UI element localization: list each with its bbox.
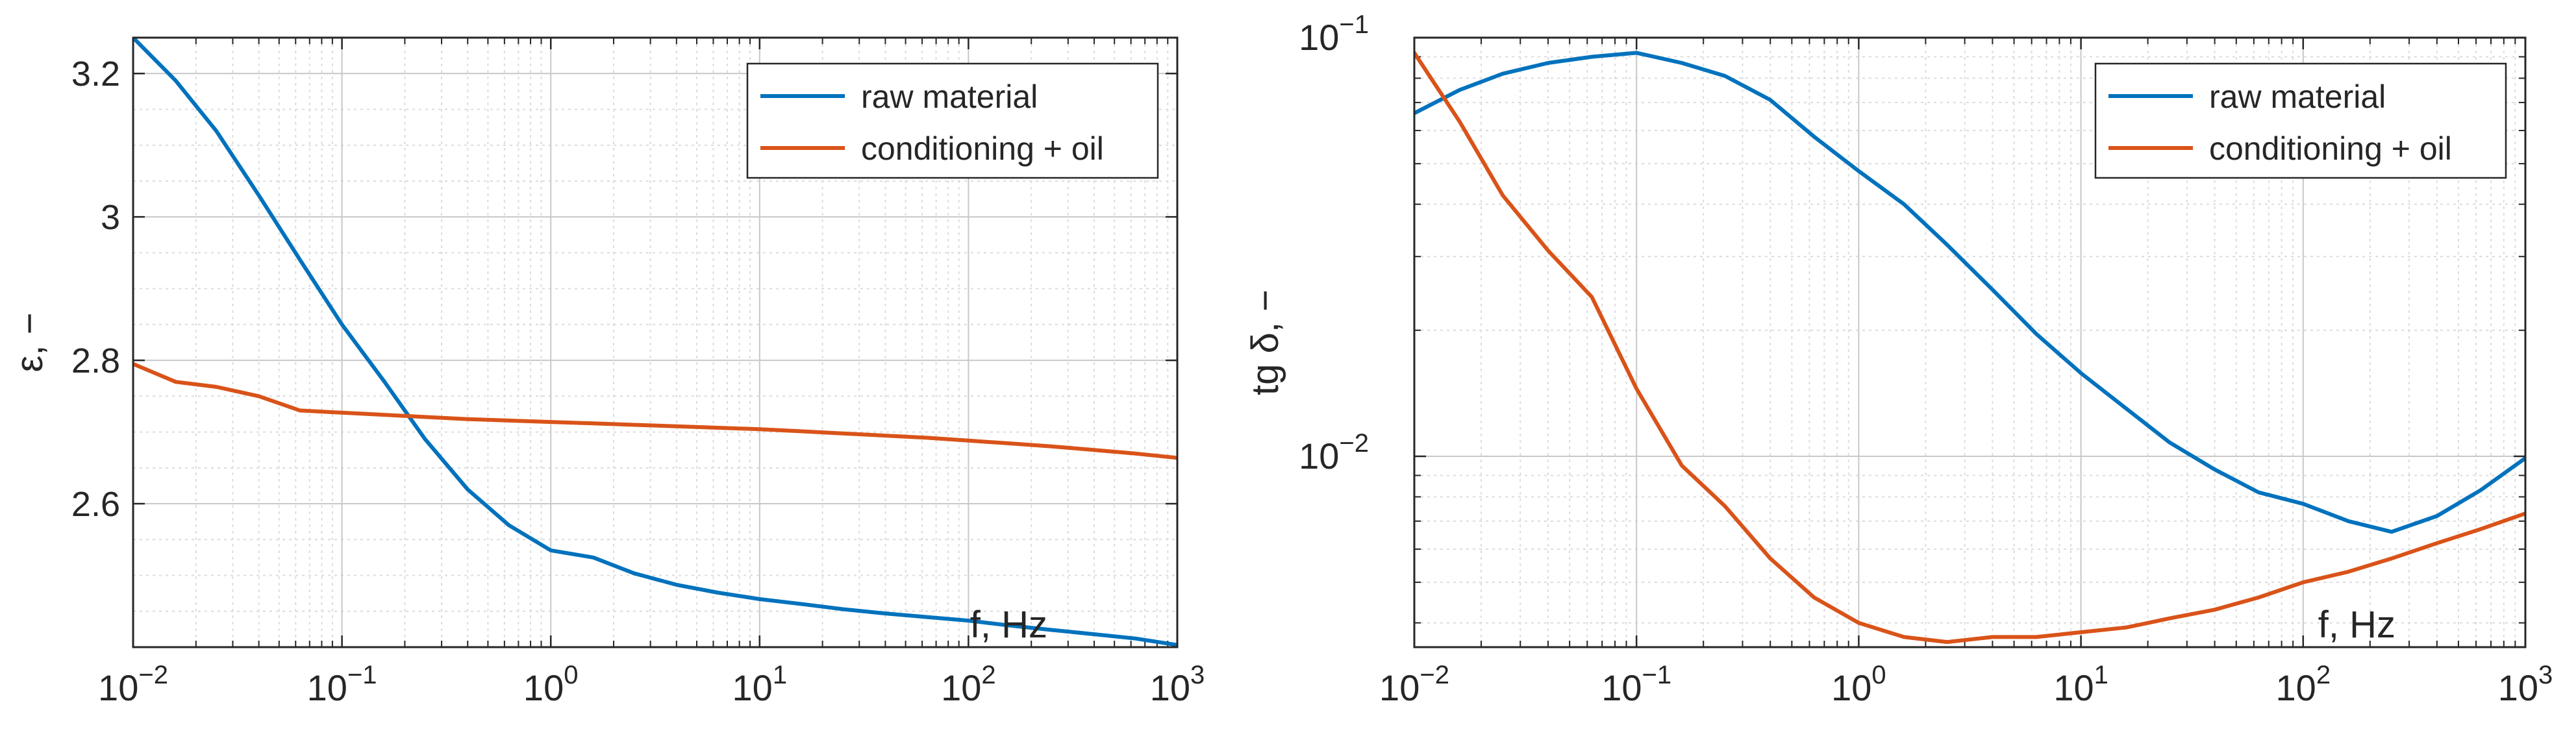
y-tick-label: 2.8 (71, 341, 120, 380)
x-tick-label: 10−1 (307, 661, 377, 708)
legend-label: raw material (2209, 79, 2386, 115)
x-tick-label: 101 (732, 661, 788, 708)
x-tick-label: 102 (2276, 661, 2331, 708)
chart-2: 10−2 10−1 100 101 102 103 10−2 10−1 f, Hz tg δ, −… (1244, 10, 2553, 708)
y-tick-label: 10−1 (1299, 10, 1369, 58)
legend-label: conditioning + oil (861, 130, 1104, 167)
axes-box (1413, 36, 2527, 648)
chart-1: 10−2 10−1 100 101 102 103 2.6 2.8 3 3.2 f, Hz ε, − r… (8, 36, 1205, 708)
series-line-2 (1414, 51, 2525, 645)
series-line-1 (1414, 51, 2525, 534)
y-tick-label: 3 (101, 198, 120, 237)
x-axis-label: f, Hz (970, 604, 1047, 646)
series-line-2 (133, 362, 1177, 460)
y-tick-label: 2.6 (71, 485, 120, 524)
series-line-1 (133, 38, 1177, 647)
y-axis-label: ε, − (8, 313, 51, 373)
x-tick-label: 103 (1150, 661, 1205, 708)
x-tick-label: 10−2 (1379, 661, 1449, 708)
x-axis-label: f, Hz (2318, 604, 2395, 646)
legend-box (2094, 62, 2507, 179)
x-tick-label: 103 (2498, 661, 2553, 708)
x-tick-label: 10−1 (1601, 661, 1671, 708)
x-tick-label: 100 (523, 661, 579, 708)
x-tick-label: 10−2 (98, 661, 168, 708)
y-tick-label: 10−2 (1299, 429, 1369, 476)
axes-box (132, 36, 1179, 648)
legend-label: conditioning + oil (2209, 130, 2452, 167)
y-tick-label: 3.2 (71, 55, 120, 93)
x-tick-label: 102 (941, 661, 996, 708)
y-axis-label: tg δ, − (1244, 289, 1286, 395)
legend: raw material conditioning + oil (746, 62, 1159, 179)
legend: raw material conditioning + oil (2094, 62, 2507, 179)
x-tick-label: 100 (1831, 661, 1886, 708)
legend-box (746, 62, 1159, 179)
legend-label: raw material (861, 79, 1038, 115)
x-tick-label: 101 (2053, 661, 2108, 708)
